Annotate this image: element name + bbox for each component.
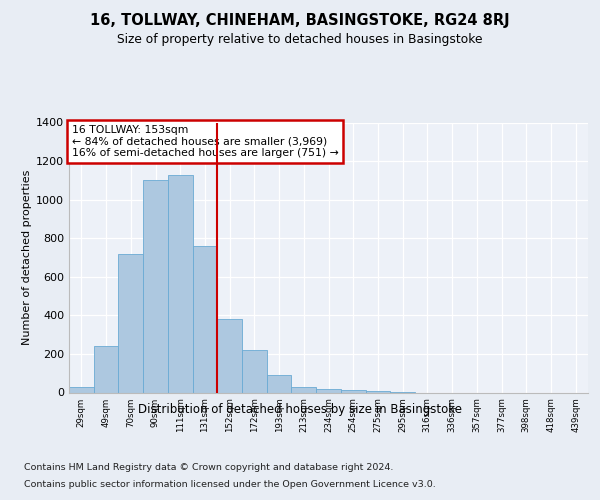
Text: Contains HM Land Registry data © Crown copyright and database right 2024.: Contains HM Land Registry data © Crown c… [24,462,394,471]
Bar [365,390,390,392]
Bar [316,388,341,392]
Bar [341,390,365,392]
Bar [168,174,193,392]
Bar [292,386,316,392]
Bar [94,346,118,393]
Bar [193,246,217,392]
Text: Contains public sector information licensed under the Open Government Licence v3: Contains public sector information licen… [24,480,436,489]
Text: 16 TOLLWAY: 153sqm
← 84% of detached houses are smaller (3,969)
16% of semi-deta: 16 TOLLWAY: 153sqm ← 84% of detached hou… [71,125,338,158]
Bar [69,386,94,392]
Bar [143,180,168,392]
Y-axis label: Number of detached properties: Number of detached properties [22,170,32,345]
Bar [242,350,267,393]
Bar [118,254,143,392]
Text: Distribution of detached houses by size in Basingstoke: Distribution of detached houses by size … [138,402,462,415]
Text: 16, TOLLWAY, CHINEHAM, BASINGSTOKE, RG24 8RJ: 16, TOLLWAY, CHINEHAM, BASINGSTOKE, RG24… [90,12,510,28]
Bar [267,375,292,392]
Bar [217,319,242,392]
Text: Size of property relative to detached houses in Basingstoke: Size of property relative to detached ho… [117,32,483,46]
